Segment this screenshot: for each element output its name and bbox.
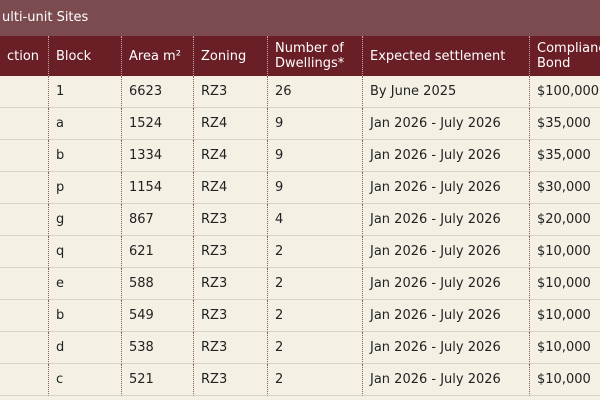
table-cell: Jan 2026 - July 2026 [362, 204, 529, 236]
table-cell: 867 [121, 204, 193, 236]
table-cell: $35,000 [529, 108, 600, 140]
table-cell: Jan 2026 - July 2026 [362, 140, 529, 172]
table-cell: RZ4 [193, 108, 267, 140]
column-header: Expected settlement [362, 36, 529, 76]
table-cell: $30,000 [529, 172, 600, 204]
table-cell: 4 [267, 204, 362, 236]
table-cell: b [48, 300, 121, 332]
table-cell: 1 [48, 76, 121, 108]
column-header: Number of Dwellings* [267, 36, 362, 76]
table-cell: 1154 [121, 172, 193, 204]
table-cell: $10,000 [529, 268, 600, 300]
table-cell [0, 236, 48, 268]
column-header: Block [48, 36, 121, 76]
table-cell: Jan 2026 - July 2026 [362, 108, 529, 140]
table-cell: p [48, 172, 121, 204]
table-cell: 621 [121, 236, 193, 268]
table-cell: a [48, 108, 121, 140]
table-cell [0, 300, 48, 332]
table-cell: $10,000 [529, 300, 600, 332]
column-header: Complianc Bond [529, 36, 600, 76]
table-cell: RZ3 [193, 268, 267, 300]
column-header: ction [0, 36, 48, 76]
table-cell: By June 2025 [362, 76, 529, 108]
table-cell: 2 [267, 300, 362, 332]
table-title: ulti-unit Sites [0, 0, 600, 36]
table-cell [0, 172, 48, 204]
table-cell: Jan 2026 - July 2026 [362, 172, 529, 204]
column-header: Zoning [193, 36, 267, 76]
table-cell: 6623 [121, 76, 193, 108]
table-cell: $35,000 [529, 140, 600, 172]
table-cell: c [48, 364, 121, 396]
table-cell: d [48, 332, 121, 364]
table-cell: Jan 2026 - July 2026 [362, 332, 529, 364]
table-cell [0, 268, 48, 300]
table-cell: RZ3 [193, 364, 267, 396]
table-cell: q [48, 236, 121, 268]
table-cell: $10,000 [529, 332, 600, 364]
table-cell [0, 140, 48, 172]
table-cell: e [48, 268, 121, 300]
table-cell: Jan 2026 - July 2026 [362, 236, 529, 268]
table-cell: 521 [121, 364, 193, 396]
table-cell: Jan 2026 - July 2026 [362, 364, 529, 396]
table-cell [0, 108, 48, 140]
table-cell: $100,000 [529, 76, 600, 108]
table-cell: 549 [121, 300, 193, 332]
table-cell: 2 [267, 236, 362, 268]
table-cell: Jan 2026 - July 2026 [362, 268, 529, 300]
table-cell: 9 [267, 108, 362, 140]
table-cell: 588 [121, 268, 193, 300]
table-cell: 538 [121, 332, 193, 364]
table-cell: g [48, 204, 121, 236]
table-cell: b [48, 140, 121, 172]
table-cell: 9 [267, 172, 362, 204]
table-cell: 1334 [121, 140, 193, 172]
table-cell: $10,000 [529, 364, 600, 396]
table-cell: 9 [267, 140, 362, 172]
table-cell: RZ4 [193, 172, 267, 204]
table-cell: RZ3 [193, 332, 267, 364]
table-cell: 1524 [121, 108, 193, 140]
table-cell: 26 [267, 76, 362, 108]
column-header: Area m² [121, 36, 193, 76]
table-cell [0, 364, 48, 396]
table-cell: RZ3 [193, 76, 267, 108]
table-cell: 2 [267, 364, 362, 396]
table-cell [0, 76, 48, 108]
table-cell: Jan 2026 - July 2026 [362, 300, 529, 332]
table-cell: $10,000 [529, 236, 600, 268]
table-cell [0, 204, 48, 236]
table-cell: RZ4 [193, 140, 267, 172]
table-cell: RZ3 [193, 236, 267, 268]
table-cell: RZ3 [193, 204, 267, 236]
table-cell: 2 [267, 332, 362, 364]
table-cell: 2 [267, 268, 362, 300]
table-cell: $20,000 [529, 204, 600, 236]
table-cell [0, 332, 48, 364]
table-cell: RZ3 [193, 300, 267, 332]
